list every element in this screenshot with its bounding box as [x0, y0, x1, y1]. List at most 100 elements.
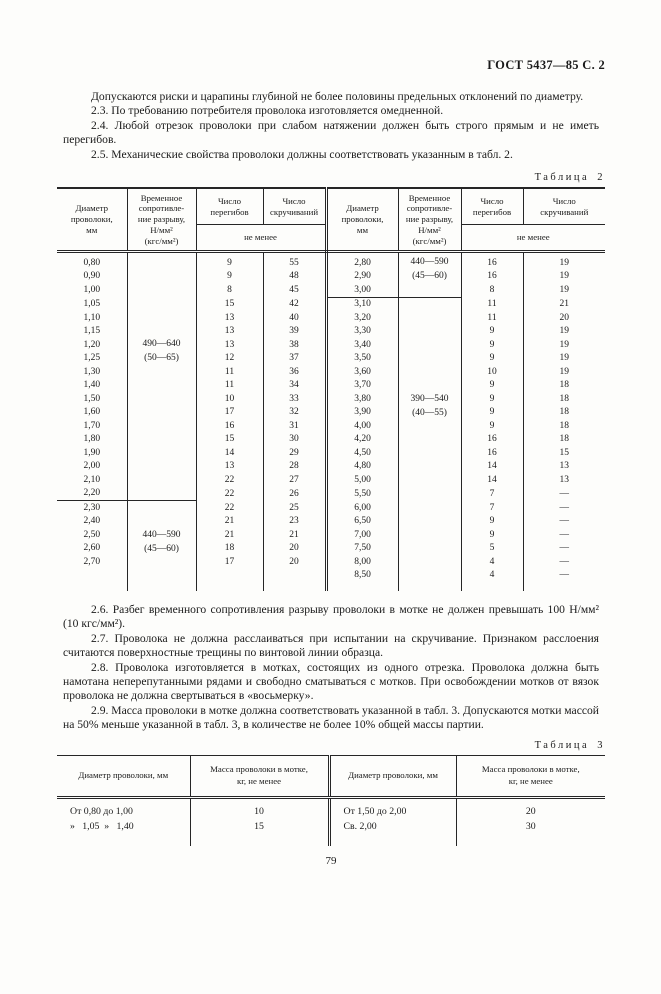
table2-cell: 1,00 [83, 285, 101, 296]
table2-cell: 16 [460, 269, 523, 284]
table-row: 2,70 17 20 8,00 4— [57, 555, 605, 569]
table2-header-not-less-left: не менее [195, 224, 326, 254]
table2-cell [262, 582, 326, 592]
document-id-header: ГОСТ 5437—85 С. 2 [487, 58, 605, 72]
table2-cell: 8 [195, 283, 263, 298]
table2-cell: 3,60 [324, 365, 398, 379]
table2-cell: 7,50 [324, 541, 398, 556]
table2-cell: 9 [460, 514, 523, 529]
table2-cell: 3,80 [324, 392, 398, 406]
table2-cell: 13 [195, 338, 263, 352]
table3-cell: 20 [455, 797, 605, 820]
table2-cell: 39 [262, 324, 326, 339]
table2-cell [324, 582, 398, 592]
table-row: 2,60 18 20 7,50 5— [57, 541, 605, 556]
table2-cell: — [522, 500, 605, 515]
table-row: От 0,80 до 1,00 10 От 1,50 до 2,00 20 [57, 797, 605, 820]
paragraph-2-8: 2.8. Проволока изготовляется в мотках, с… [63, 660, 599, 703]
table2-header-bends-right: Число перегибов [460, 188, 523, 226]
table2-cell [397, 582, 461, 592]
table2-cell: 1,05 [83, 299, 101, 310]
table2-cell: — [522, 514, 605, 529]
table2-cell: 14 [460, 459, 523, 474]
table2-cell: 20 [262, 555, 326, 569]
table3-cell: 30 [455, 819, 605, 834]
table-row: » 1,05 » 1,40 15 Св. 2,00 30 [57, 819, 605, 834]
table2-cell: 5 [460, 541, 523, 556]
table2-cell: 1,70 [83, 420, 101, 431]
table2-cell: 11 [195, 378, 263, 393]
table2-cell [460, 582, 523, 592]
intro-paragraphs: Допускаются риски и царапины глубиной не… [57, 90, 599, 162]
table2-cell: 3,90 [324, 405, 398, 420]
table2-cell: 3,70 [324, 378, 398, 393]
table2-cell [57, 582, 127, 591]
table2-cell: 9 [460, 338, 523, 352]
table2-cell: 2,40 [83, 516, 101, 527]
table2-cell: 18 [522, 405, 605, 420]
table2-header-twists-left: Число скручиваний [262, 188, 326, 226]
table2-cell: 0,90 [83, 271, 101, 282]
table-row: 1,30 11 36 3,60 10 19 [57, 365, 605, 379]
table2-header-strength-right: Временное сопротивле- ние разрыву, Н/мм²… [397, 188, 461, 254]
table2-cell: 17 [195, 555, 263, 569]
table2-cell: 30 [262, 432, 326, 447]
table2-cell: 18 [195, 541, 263, 556]
table2-cell: — [522, 528, 605, 542]
table2-cell: 10 [460, 365, 523, 379]
table2-cell: 9 [460, 392, 523, 406]
table2-cell: 11 [460, 311, 523, 325]
table3-coil-mass: Диаметр проволоки, мм Масса проволоки в … [57, 754, 605, 846]
table-row: 1,60 17 32 3,90 9 18 [57, 405, 605, 420]
table3-body: От 0,80 до 1,00 10 От 1,50 до 2,00 20 » … [57, 797, 605, 846]
table2-cell: 1,25 [83, 353, 101, 364]
table2-cell: 4,80 [324, 459, 398, 474]
table2-cell: 21 [195, 528, 263, 542]
table2-cell: 2,20 [83, 488, 101, 499]
table2-cell: 16 [460, 432, 523, 447]
table3-header-diameter-right: Диаметр проволоки, мм [327, 755, 456, 799]
paragraph-intro: Допускаются риски и царапины глубиной не… [91, 90, 584, 103]
paragraph-2-6: 2.6. Разбег временного сопротивления раз… [63, 603, 599, 631]
table2-cell [126, 582, 196, 592]
table2-cell: 5,50 [324, 486, 398, 501]
table-row: 8,50 4— [57, 568, 605, 583]
table2-cell: 1,80 [83, 434, 101, 445]
table2-cell [57, 569, 127, 583]
table2-cell: 27 [262, 473, 326, 487]
table2-cell: 21 [522, 297, 605, 312]
table2-cell: 15 [195, 297, 263, 312]
table2-cell: 21 [195, 514, 263, 529]
table2-cell: 31 [262, 419, 326, 433]
table2-cell: 36 [262, 365, 326, 379]
table2-cell: 6,00 [324, 500, 398, 515]
table2-cell: 1,15 [83, 326, 101, 337]
table2-cell: 7 [460, 500, 523, 515]
table2-cell [262, 568, 326, 583]
table2-cell: 48 [262, 269, 326, 284]
table3-cell: Св. 2,00 [327, 819, 456, 834]
table2-cell: 18 [522, 378, 605, 393]
table2-header-diameter-left: Диаметр проволоки, мм [57, 188, 127, 254]
paragraph-2-3: 2.3. По требованию потребителя проволока… [91, 104, 444, 118]
paragraph-2-4: 2.4. Любой отрезок проволоки при слабом … [63, 118, 599, 147]
strength-range: 440—590 (45—60) [410, 257, 449, 282]
table2-cell: 19 [522, 251, 605, 270]
table2-cell: 3,40 [324, 338, 398, 352]
table2-header: Диаметр проволоки, мм Временное сопротив… [57, 188, 605, 254]
table2-cell: 7,00 [324, 528, 398, 542]
table2-cell: 7 [460, 486, 523, 501]
table2-cell: 1,10 [83, 312, 101, 323]
table2-cell: 3,20 [324, 311, 398, 325]
table2-cell: 8,00 [324, 555, 398, 569]
table2-cell: 8,50 [324, 568, 398, 583]
table2-cell: 16 [195, 419, 263, 433]
table2-cell: 19 [522, 351, 605, 366]
table-row: 1,00 8 45 3,00 8 19 [57, 283, 605, 298]
table2-cell: 440—590 (45—60) [126, 500, 196, 583]
page-number: 79 [325, 854, 337, 867]
table2-cell: 3,00 [324, 283, 398, 298]
table2-cell: 4,20 [324, 432, 398, 447]
table2-cell: 28 [262, 459, 326, 474]
table2-cell: 13 [195, 324, 263, 339]
